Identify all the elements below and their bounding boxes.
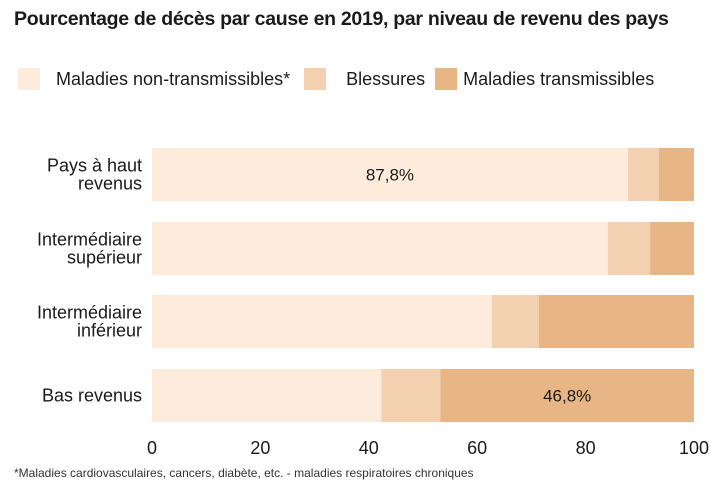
legend-item-injuries: Blessures [300,68,425,90]
legend: Maladies non-transmissibles* Blessures M… [18,64,664,94]
bar-segment [607,222,651,275]
x-tick-label: 20 [250,438,270,458]
legend-swatch [304,68,327,90]
category-label: revenus [78,174,142,194]
bar-segment [650,222,694,275]
x-tick-label: 0 [147,438,157,458]
bar-segment [491,295,539,348]
category-label: inférieur [77,321,142,341]
legend-label: Maladies non-transmissibles* [56,68,291,89]
bar-segment [440,369,694,422]
legend-item-non-communicable: Maladies non-transmissibles* [18,68,290,90]
bar-segment [627,148,659,201]
footnote: *Maladies cardiovasculaires, cancers, di… [14,466,474,480]
category-label: Intermédiaire [37,303,142,323]
legend-item-communicable: Maladies transmissibles [435,68,654,90]
chart-title: Pourcentage de décès par cause en 2019, … [14,8,669,30]
legend-label: Blessures [346,68,426,89]
bar-segment [538,295,694,348]
bar-segment [152,295,492,348]
category-label: supérieur [67,248,142,268]
x-tick-label: 60 [467,438,487,458]
bar-segment [658,148,694,201]
category-label: Bas revenus [42,386,142,406]
x-tick-label: 40 [359,438,379,458]
bar-segment [152,148,628,201]
bar-segment [381,369,441,422]
data-label: 87,8% [366,166,414,185]
category-label: Intermédiaire [37,230,142,250]
data-label: 46,8% [543,387,591,406]
x-tick-label: 100 [679,438,709,458]
legend-swatch [18,68,40,90]
bar-segment [152,222,608,275]
legend-label: Maladies transmissibles [463,68,655,89]
legend-swatch [435,68,458,90]
category-label: Pays à haut [47,156,142,176]
x-tick-label: 80 [576,438,596,458]
bar-segment [152,369,382,422]
